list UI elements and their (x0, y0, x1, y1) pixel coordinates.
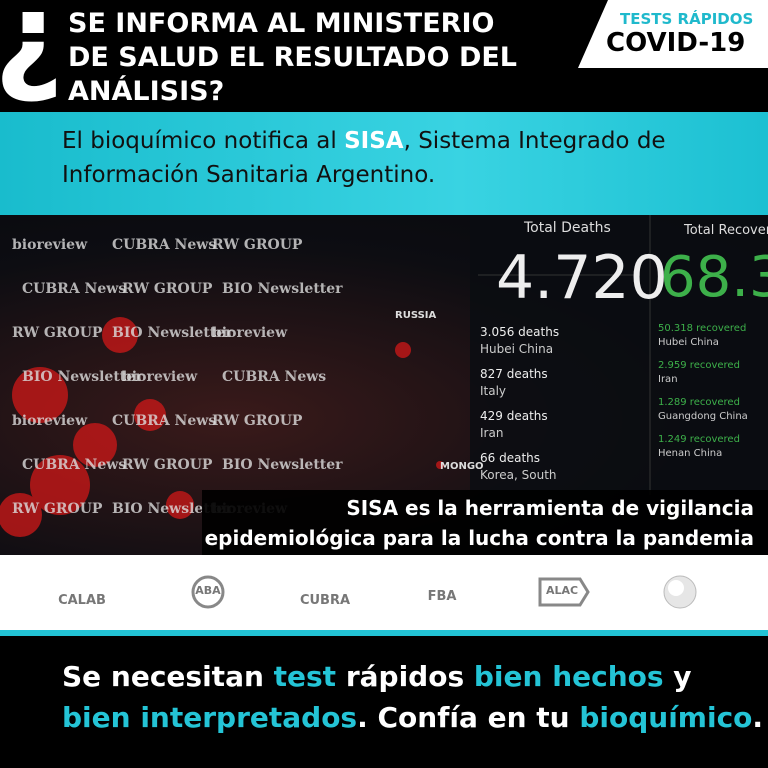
text-segment: rápidos (336, 660, 474, 693)
watermark: CUBRA News (22, 457, 127, 473)
recovered-count: 1.289 recovered (658, 397, 740, 408)
watermark: BIO Newsletter (222, 457, 343, 473)
deaths-label: Total Deaths (524, 220, 611, 236)
recovered-place: Iran (658, 374, 678, 385)
watermark: BIO Newsletter (22, 369, 143, 385)
death-place: Iran (480, 426, 504, 440)
watermark: CUBRA News (112, 237, 217, 253)
watermark: CUBRA News (112, 413, 217, 429)
text-segment: bioquímico (579, 701, 753, 734)
logo-strip: CALAB ABA CUBRA FBA ALAC (0, 555, 768, 630)
recovered-place: Henan China (658, 448, 723, 459)
footer-band (0, 636, 768, 768)
logo-label: CUBRA (299, 593, 351, 608)
text-segment: bien interpretados (62, 701, 358, 734)
caption-line: epidemiológica para la lucha contra la p… (204, 526, 754, 550)
caption-box: SISA es la herramienta de vigilancia epid… (202, 490, 768, 555)
deaths-value: 4.720 (496, 243, 668, 313)
text-segment: Información Sanitaria Argentino. (62, 162, 436, 188)
intro-line: El bioquímico notifica al SISA, Sistema … (62, 128, 666, 154)
watermark: RW GROUP (212, 237, 303, 253)
footer-line: bien interpretados. Confía en tu bioquím… (62, 701, 763, 734)
recovered-label: Total Recovered (684, 223, 768, 238)
recovered-count: 50.318 recovered (658, 323, 747, 334)
watermark: BIO Newsletter (112, 325, 233, 341)
death-place: Hubei China (480, 342, 554, 356)
question-mark: ¿ (0, 0, 64, 107)
text-segment: . (752, 701, 764, 734)
badge-top: TESTS RÁPIDOS (620, 10, 754, 28)
text-segment: Se necesitan (62, 660, 274, 693)
recovered-count: 1.249 recovered (658, 434, 740, 445)
watermark: RW GROUP (12, 325, 103, 341)
watermark: BIO Newsletter (222, 281, 343, 297)
title-line: DE SALUD EL RESULTADO DEL (68, 42, 518, 73)
dashboard-image: bioreview CUBRA News RW GROUP CUBRA News RW … (0, 215, 768, 555)
intro-line: Información Sanitaria Argentino. (62, 162, 435, 188)
text-segment: bien hechos (473, 660, 664, 693)
recovered-count: 2.959 recovered (658, 360, 740, 371)
footer-line: Se necesitan test rápidos bien hechos y (62, 660, 692, 693)
logo-label: ABA (195, 584, 221, 597)
death-count: 66 deaths (480, 451, 540, 465)
text-segment: test (273, 660, 337, 693)
logo-label: CALAB (58, 593, 106, 608)
death-count: 429 deaths (480, 409, 548, 423)
watermark: bioreview (12, 237, 88, 253)
logo-label: ALAC (545, 584, 579, 597)
badge-main: COVID-19 (606, 28, 746, 58)
watermark: bioreview (122, 369, 198, 385)
watermark: RW GROUP (122, 281, 213, 297)
watermark: RW GROUP (122, 457, 213, 473)
watermark: bioreview (12, 413, 88, 429)
logo-icons (191, 575, 697, 609)
text-segment: , Sistema Integrado de (403, 128, 666, 154)
map-label: RUSSIA (395, 310, 437, 321)
divider (0, 630, 768, 636)
text-segment: SISA (344, 128, 404, 154)
death-place: Korea, South (480, 468, 557, 482)
text-segment: y (663, 660, 692, 693)
title-line: ANÁLISIS? (68, 76, 225, 107)
death-count: 827 deaths (480, 367, 548, 381)
watermark: RW GROUP (212, 413, 303, 429)
text-segment: . Confía en tu (357, 701, 580, 734)
map-label: MONGO (440, 461, 484, 472)
logo-label: FBA (427, 589, 457, 604)
intro-band (0, 112, 768, 215)
death-place: Italy (480, 384, 507, 398)
watermark: CUBRA News (22, 281, 127, 297)
text-segment: El bioquímico notifica al (62, 128, 345, 154)
watermark: RW GROUP (12, 501, 103, 517)
recovered-place: Hubei China (658, 337, 719, 348)
recovered-place: Guangdong China (658, 411, 748, 422)
watermark: CUBRA News (222, 369, 327, 385)
title-line: SE INFORMA AL MINISTERIO (68, 8, 495, 39)
badge-shape (578, 0, 768, 68)
watermark: bioreview (212, 325, 288, 341)
death-count: 3.056 deaths (480, 325, 560, 339)
caption-line: SISA es la herramienta de vigilancia (346, 496, 754, 520)
recovered-value: 68.32 (660, 245, 768, 310)
